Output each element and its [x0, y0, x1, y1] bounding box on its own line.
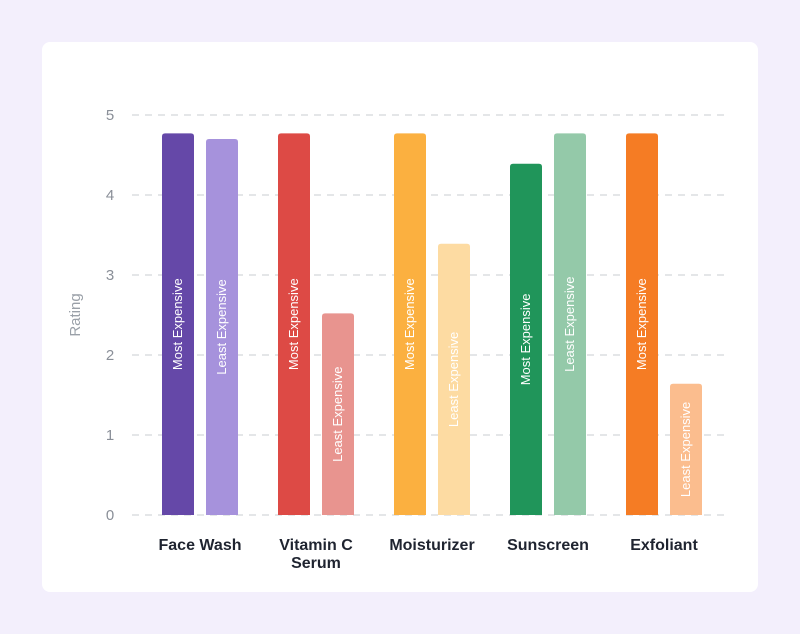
category-label: Serum	[291, 555, 341, 572]
bar	[278, 133, 310, 515]
category-label: Vitamin C	[279, 537, 353, 554]
y-tick-label: 3	[106, 267, 114, 284]
category-label: Face Wash	[159, 537, 242, 554]
bar-label: Least Expensive	[678, 402, 693, 497]
bar-label: Most Expensive	[286, 278, 301, 370]
category-label: Sunscreen	[507, 537, 589, 554]
bar-label: Most Expensive	[402, 278, 417, 370]
bar-label: Most Expensive	[634, 278, 649, 370]
bar	[206, 139, 238, 515]
y-axis-label: Rating	[67, 293, 84, 336]
bar	[394, 133, 426, 515]
bar	[162, 133, 194, 515]
bar	[510, 163, 542, 516]
bar-label: Least Expensive	[446, 332, 461, 427]
bar-label: Least Expensive	[214, 279, 229, 374]
y-tick-label: 0	[106, 507, 114, 524]
bar	[554, 133, 586, 515]
y-tick-label: 2	[106, 347, 114, 364]
bar	[626, 133, 658, 515]
y-axis-ticks: 0 1 2 3 4 5	[106, 107, 114, 524]
y-tick-label: 1	[106, 427, 114, 444]
bar-label: Most Expensive	[170, 278, 185, 370]
bar-label: Most Expensive	[518, 294, 533, 386]
category-label: Exfoliant	[630, 537, 698, 554]
category-label: Moisturizer	[389, 537, 474, 554]
bar-label: Least Expensive	[330, 366, 345, 461]
y-tick-label: 4	[106, 187, 114, 204]
bars: Most Expensive Least Expensive Most Expens…	[162, 133, 702, 516]
y-tick-label: 5	[106, 107, 114, 124]
bar	[670, 383, 702, 515]
bar	[322, 313, 354, 515]
bar	[438, 243, 470, 516]
bar-label: Least Expensive	[562, 276, 577, 371]
